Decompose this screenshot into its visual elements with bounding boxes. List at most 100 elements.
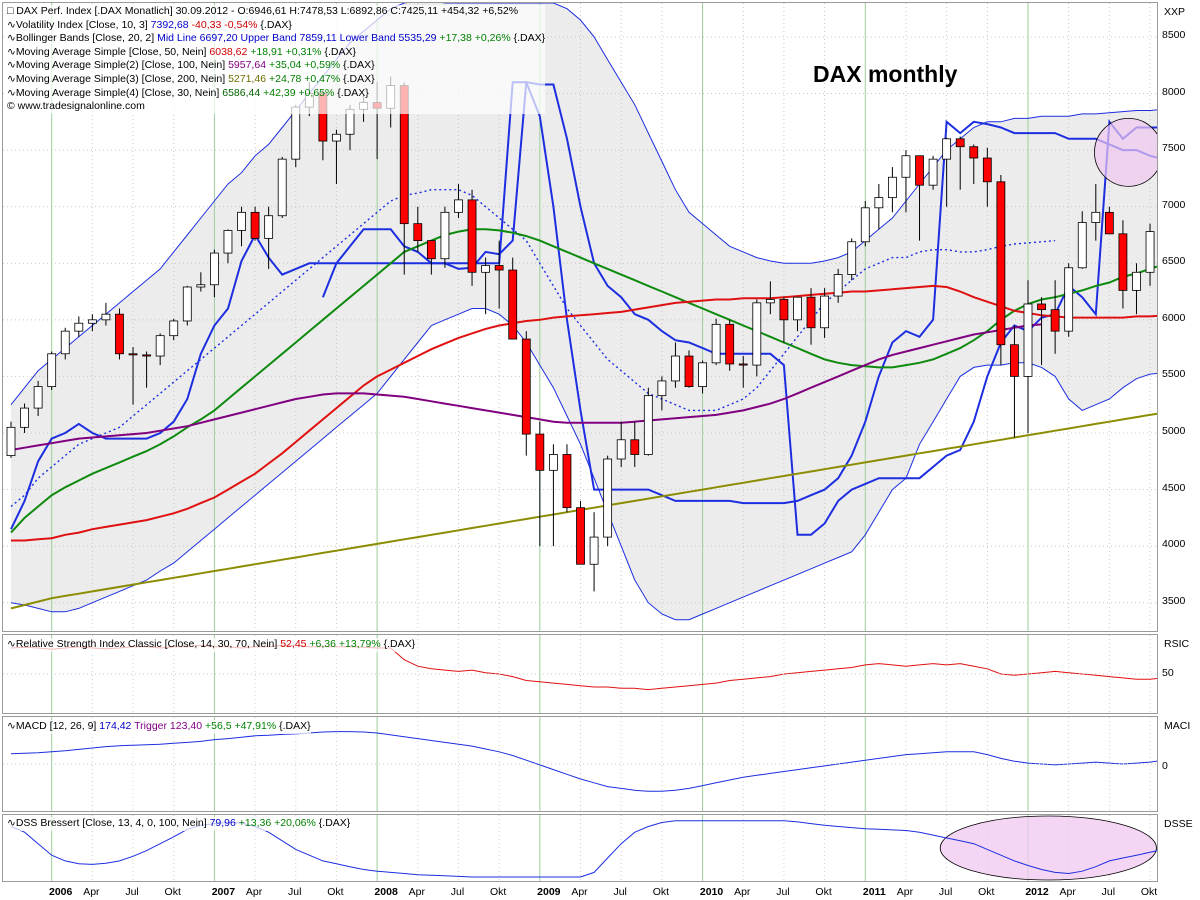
candle-body-10 <box>142 354 152 357</box>
x-tick-6: Jul <box>288 886 302 898</box>
legend-volatility: ∿Volatility Index [Close, 10, 3] 7392,68… <box>7 18 546 33</box>
candle-body-43 <box>589 536 599 565</box>
price-tick-4500: 4500 <box>1162 481 1186 494</box>
legend-ma30: ∿Moving Average Simple(4) [Close, 30, Ne… <box>7 86 546 101</box>
candle-body-31 <box>426 240 436 260</box>
candle-body-38 <box>521 338 531 435</box>
dss-pane[interactable]: ∿DSS Bressert [Close, 13, 4, 0, 100, Nei… <box>2 814 1158 882</box>
candle-body-19 <box>264 215 274 239</box>
candle-body-78 <box>1064 267 1074 332</box>
x-tick-27: Okt <box>1140 886 1158 898</box>
candle-body-82 <box>1118 233 1128 291</box>
candle-body-8 <box>115 313 124 355</box>
candle-body-9 <box>128 353 138 356</box>
macd-legend-name: MACD [12, 26, 9] <box>15 720 97 732</box>
candle-body-30 <box>413 223 423 242</box>
candle-body-70 <box>955 138 965 148</box>
macd-legend-trigger: Trigger 123,40 <box>134 720 203 732</box>
macd-axis-code: MACI <box>1164 720 1191 732</box>
x-tick-19: Okt <box>815 886 832 898</box>
candle-body-46 <box>630 439 640 455</box>
candle-body-34 <box>467 199 477 273</box>
dss-legend-sym: {.DAX} <box>318 817 351 829</box>
candle-body-21 <box>291 106 301 160</box>
candle-body-45 <box>616 439 626 460</box>
candle-body-48 <box>657 380 667 397</box>
svg-rsi-vgrid <box>51 635 1151 713</box>
candle-body-16 <box>223 230 233 254</box>
x-tick-0: 2006 <box>48 886 73 898</box>
x-tick-20: 2011 <box>862 886 886 898</box>
rsi-svg <box>3 635 1157 713</box>
x-tick-3: Okt <box>164 886 181 898</box>
macd-tick: 0 <box>1162 760 1168 772</box>
candle-body-69 <box>942 138 952 160</box>
price-tick-5500: 5500 <box>1162 368 1186 381</box>
x-tick-10: Jul <box>450 886 465 898</box>
macd-legend-value: 174,42 <box>99 720 132 732</box>
candle-body-18 <box>250 211 260 239</box>
macd-pane[interactable]: ∿MACD [12, 26, 9] 174,42 Trigger 123,40 … <box>2 716 1158 812</box>
candle-body-37 <box>508 269 518 340</box>
candle-body-72 <box>982 157 992 183</box>
price-tick-8000: 8000 <box>1162 85 1186 98</box>
candle-body-73 <box>996 181 1006 346</box>
candle-body-40 <box>549 454 558 471</box>
candle-body-11 <box>155 335 165 357</box>
rsi-y-axis: RSIC 50 <box>1158 634 1200 712</box>
chart-title: DAX monthly <box>813 61 958 87</box>
series-line-bollinger-mid-4 <box>10 189 1056 508</box>
highlight-circle-main <box>1094 117 1157 187</box>
legend-dax: □ DAX Perf. Index [.DAX Monatlich] 30.09… <box>7 5 546 19</box>
candle-body-74 <box>1010 344 1019 377</box>
candle-body-15 <box>209 252 219 286</box>
candle-body-2 <box>33 386 43 409</box>
candle-body-76 <box>1037 303 1046 311</box>
time-x-axis: 2006 Apr Jul Okt 2007 Apr Jul Okt 2008 Apr Jul Okt 2… <box>2 882 1158 900</box>
price-tick-7500: 7500 <box>1162 142 1186 155</box>
candle-body-17 <box>237 211 246 231</box>
price-tick-6500: 6500 <box>1162 255 1186 268</box>
x-tick-23: Okt <box>978 886 995 898</box>
candle-body-64 <box>874 197 884 209</box>
macd-legend-sym: {.DAX} <box>279 720 311 732</box>
candle-body-0 <box>6 426 16 457</box>
x-tick-12: 2009 <box>537 886 561 898</box>
candle-body-32 <box>440 211 450 260</box>
price-tick-8500: 8500 <box>1162 28 1186 41</box>
candle-body-53 <box>725 323 735 365</box>
dss-axis-code: DSSE <box>1164 818 1193 830</box>
x-tick-13: Apr <box>571 886 588 898</box>
candle-body-81 <box>1104 211 1114 235</box>
candle-body-4 <box>60 330 70 355</box>
candle-body-75 <box>1023 303 1033 377</box>
candle-body-58 <box>793 296 802 321</box>
candle-body-33 <box>454 199 463 213</box>
rsi-legend-name: Relative Strength Index Classic [Close, … <box>15 638 278 650</box>
x-tick-14: Jul <box>613 886 627 898</box>
price-legend: □ DAX Perf. Index [.DAX Monatlich] 30.09… <box>7 5 546 114</box>
x-tick-2: Jul <box>125 886 139 898</box>
rsi-pane[interactable]: ∿Relative Strength Index Classic [Close,… <box>2 634 1158 714</box>
candle-body-50 <box>684 355 694 387</box>
price-tick-3500: 3500 <box>1162 594 1186 607</box>
macd-line <box>10 731 1157 792</box>
candle-body-63 <box>860 207 870 243</box>
series-line-ma-50-6 <box>11 284 1157 542</box>
candle-body-52 <box>711 323 721 364</box>
legend-ma50: ∿Moving Average Simple [Close, 50, Nein]… <box>7 45 546 60</box>
dss-legend-change: +13,36 +20,06% <box>238 817 316 829</box>
candle-body-42 <box>576 507 585 565</box>
candle-body-3 <box>47 353 57 387</box>
price-chart-pane[interactable]: □ DAX Perf. Index [.DAX Monatlich] 30.09… <box>2 2 1158 632</box>
macd-legend: ∿MACD [12, 26, 9] 174,42 Trigger 123,40 … <box>7 720 311 734</box>
rsi-line <box>10 644 1157 691</box>
x-tick-4: 2007 <box>211 886 236 898</box>
x-tick-24: 2012 <box>1025 886 1049 898</box>
price-y-axis: XXP 3500 4000 4500 5000 5500 6000 6500 7000 7500… <box>1158 2 1200 630</box>
candle-body-49 <box>671 355 680 382</box>
legend-ma200: ∿Moving Average Simple(3) [Close, 200, N… <box>7 72 546 87</box>
candle-body-7 <box>101 313 111 321</box>
candle-body-6 <box>87 319 97 324</box>
series-line-bollinger-upper-2 <box>10 3 1157 406</box>
